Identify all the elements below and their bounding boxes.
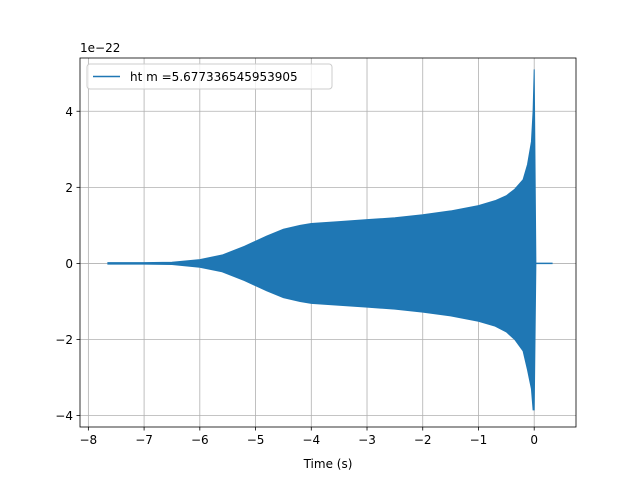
y-tick-label: 2	[65, 181, 73, 195]
x-tick-label: −8	[80, 433, 98, 447]
y-offset-label: 1e−22	[80, 41, 120, 55]
x-tick-label: −5	[247, 433, 265, 447]
x-axis-label: Time (s)	[303, 457, 353, 471]
x-tick-label: −7	[135, 433, 153, 447]
x-tick-label: −1	[470, 433, 488, 447]
legend-box	[86, 63, 333, 90]
y-tick-label: −2	[55, 333, 73, 347]
y-tick-label: 0	[65, 257, 73, 271]
y-tick-label: 4	[65, 105, 73, 119]
plot-area	[107, 69, 553, 411]
series-group	[107, 69, 553, 411]
x-tick-label: −4	[302, 433, 320, 447]
x-axis: −8 −7 −6 −5 −4 −3 −2 −1 0	[80, 427, 538, 447]
y-tick-label: −4	[55, 409, 73, 423]
legend-entry-label: ht m =5.677336545953905	[130, 70, 298, 84]
x-tick-label: −3	[358, 433, 376, 447]
axes-frame	[79, 57, 577, 428]
y-axis: −4 −2 0 2 4	[55, 105, 80, 423]
x-tick-label: 0	[530, 433, 538, 447]
legend: ht m =5.677336545953905	[86, 63, 333, 90]
x-tick-label: −6	[191, 433, 209, 447]
series-envelope	[107, 69, 537, 411]
x-tick-label: −2	[414, 433, 432, 447]
